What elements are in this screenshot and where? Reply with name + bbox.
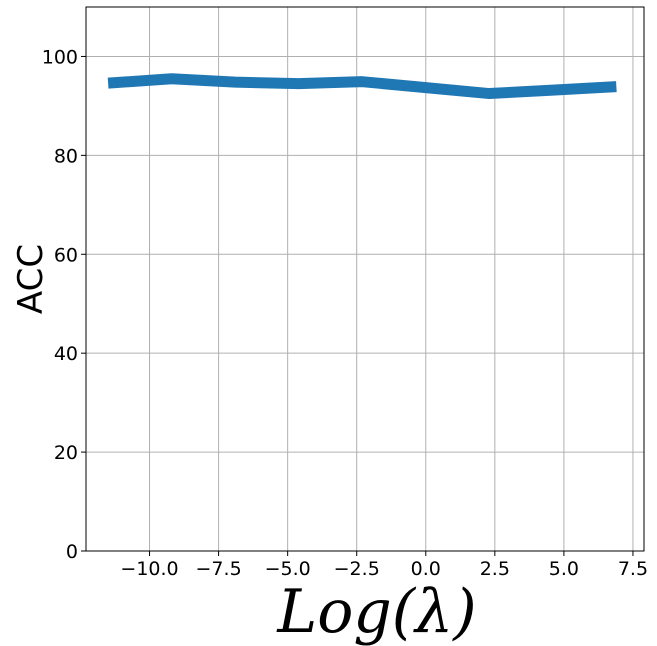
x-tick-label: 5.0 [549,558,579,580]
plot-frame [85,6,645,552]
x-tick-label: −2.5 [334,558,380,580]
x-tick-label: 7.5 [618,558,648,580]
x-tick-labels: −10.0 −7.5 −5.0 −2.5 0.0 2.5 5.0 7.5 [120,558,648,580]
y-axis-label: ACC [11,244,51,314]
y-tick-label: 0 [66,541,78,563]
x-tick-label: −5.0 [265,558,311,580]
x-tick-label: −10.0 [120,558,178,580]
y-tick-label: 100 [42,46,78,68]
y-tick-label: 60 [54,244,78,266]
x-tick-label: 0.0 [411,558,441,580]
y-tick-labels: 0 20 40 60 80 100 [42,46,78,563]
series-line [107,73,617,100]
x-tick-label: 2.5 [480,558,510,580]
tick-marks [81,55,634,556]
y-tick-label: 40 [54,343,78,365]
y-tick-label: 20 [54,442,78,464]
series-layer [107,73,617,100]
y-tick-label: 80 [54,145,78,167]
x-axis-label: Log(λ) [276,577,476,646]
x-tick-label: −7.5 [196,558,242,580]
